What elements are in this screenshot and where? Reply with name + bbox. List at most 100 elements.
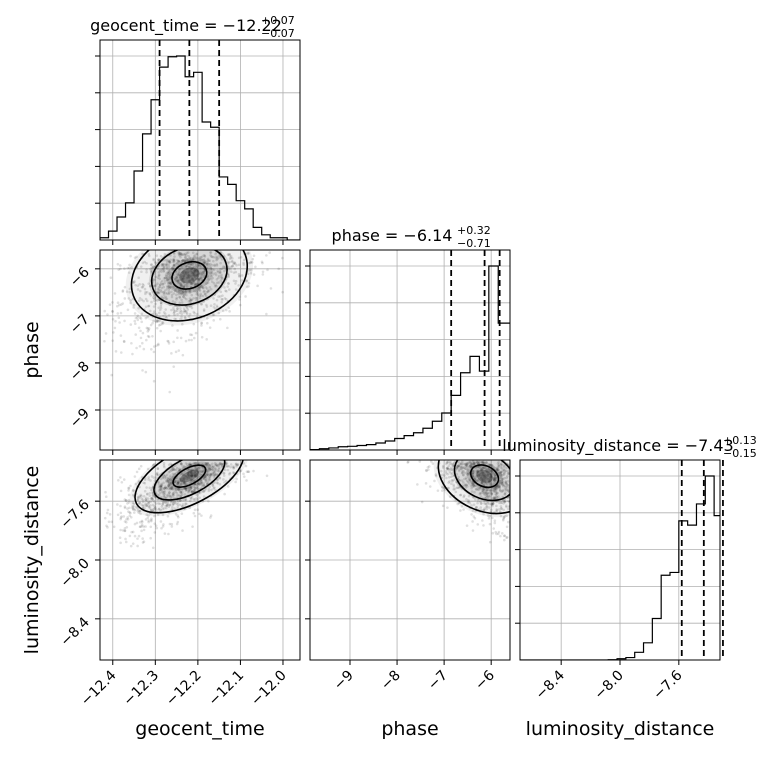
sample-point [164,276,167,280]
sample-point [189,262,192,265]
sample-point [110,520,114,524]
sample-point [176,481,180,485]
sample-point [131,488,135,492]
sample-point [179,491,183,494]
sample-point [215,465,219,468]
sample-point [103,516,107,520]
y-tick-label-phase: −8 [67,358,93,384]
sample-point [171,258,175,261]
sample-point [153,514,156,518]
sample-point [476,501,479,505]
sample-point [466,468,470,472]
sample-point [494,477,497,480]
sample-point [485,496,488,500]
sample-point [202,477,206,481]
sample-point [158,311,161,315]
sample-point [218,482,222,486]
sample-point [485,494,489,497]
sample-point [155,326,159,330]
sample-point [486,500,489,504]
sample-point [170,508,174,511]
sample-point [154,275,158,279]
sample-point [137,534,141,538]
sample-point [499,471,503,474]
sample-point [141,341,144,345]
sample-point [455,466,459,470]
title-luminosity-distance-plus: +0.13 [723,434,757,447]
sample-point [195,296,199,300]
panel-frame [309,249,511,451]
sample-point [490,503,494,506]
sample-point [189,279,192,282]
sample-point [503,498,507,502]
sample-point [153,505,156,508]
sample-point [179,309,182,313]
sample-point [214,256,218,260]
sample-point [165,504,169,507]
sample-point [176,329,179,332]
sample-point [129,299,132,302]
sample-point [181,292,185,296]
sample-point [145,499,148,502]
sample-point [138,501,141,504]
sample-point [499,480,502,483]
sample-point [163,252,167,256]
sample-point [466,480,470,484]
sample-point [116,503,119,506]
sample-point [172,493,176,497]
sample-point [177,253,181,257]
sample-point [191,473,195,477]
sample-point [470,483,474,487]
sample-point [457,475,460,479]
sample-point [190,480,193,483]
sample-point [174,288,178,292]
sample-point [236,463,240,466]
sample-point [179,255,182,259]
sample-point [172,311,176,315]
sample-point [497,463,501,466]
sample-point [493,488,496,491]
sample-point [156,267,159,270]
sample-point [146,330,150,333]
sample-point [507,471,510,475]
sample-point [483,475,486,479]
sample-point [480,481,484,484]
sample-point [446,460,450,464]
sample-point [188,265,192,269]
sample-point [168,478,172,482]
sample-point [471,464,474,468]
sample-point [198,466,201,469]
sample-point [505,482,509,486]
sample-point [216,256,220,260]
sample-point [504,484,507,488]
sample-point [163,489,166,493]
sample-point [484,491,487,494]
sample-point [184,259,187,263]
sample-point [141,252,144,256]
sample-point [441,486,445,489]
sample-point [156,493,159,497]
sample-point [153,278,156,282]
sample-point [171,468,175,471]
sample-point [213,263,216,267]
sample-point [176,514,180,517]
sample-point [499,501,503,505]
sample-point [206,281,210,285]
sample-point [164,308,168,311]
sample-point [175,491,179,495]
sample-point [123,297,127,300]
sample-point [495,510,498,513]
sample-point [153,296,157,300]
sample-point [460,465,464,469]
sample-point [470,513,473,516]
sample-point [173,287,176,290]
sample-point [224,289,227,293]
sample-point [424,482,428,485]
sample-point [181,259,185,262]
sample-point [177,268,181,271]
sample-point [183,480,187,484]
sample-point [152,463,155,467]
sample-point [135,521,139,525]
sample-point [162,293,166,296]
sample-point [180,472,184,476]
